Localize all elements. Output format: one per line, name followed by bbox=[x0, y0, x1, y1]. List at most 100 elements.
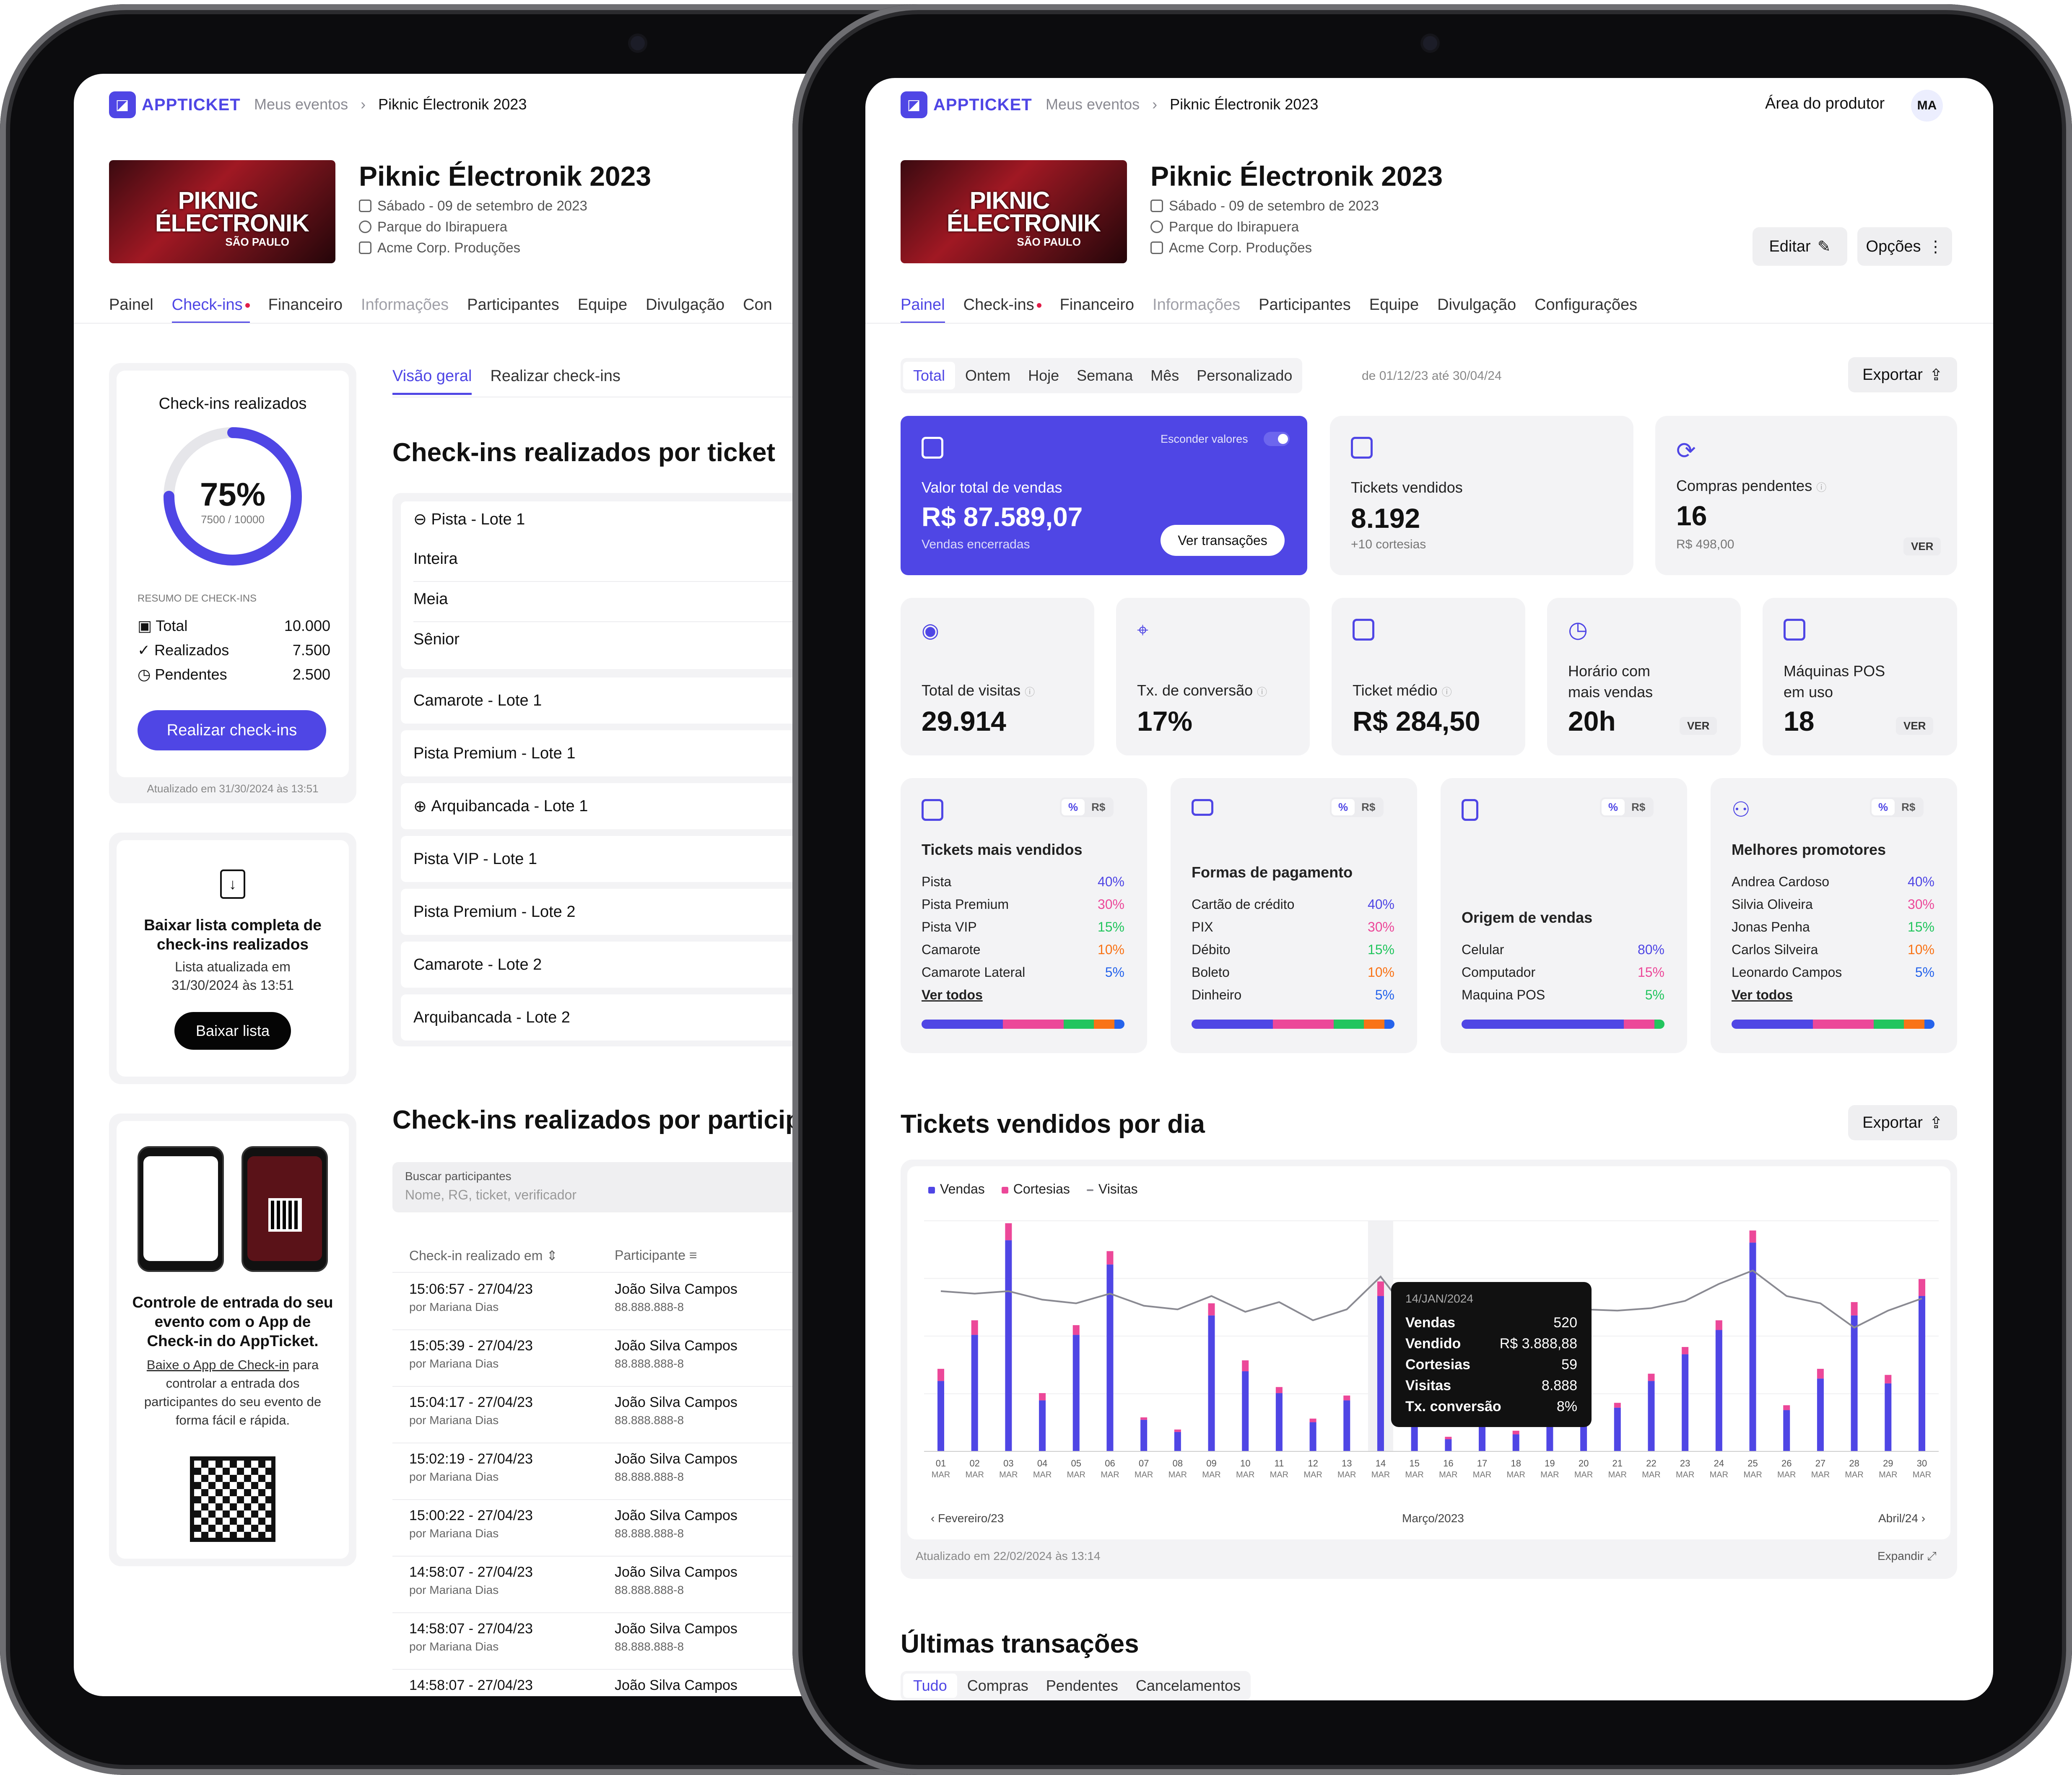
tab-all[interactable]: Tudo bbox=[903, 1674, 957, 1698]
bar-vendas[interactable] bbox=[1377, 1296, 1384, 1451]
period-custom[interactable]: Personalizado bbox=[1197, 367, 1293, 384]
tab-painel[interactable]: Painel bbox=[109, 296, 153, 314]
tab-financeiro[interactable]: Financeiro bbox=[1059, 296, 1135, 314]
tab-participantes[interactable]: Participantes bbox=[467, 296, 559, 314]
legend-cortesias[interactable]: Cortesias bbox=[1001, 1181, 1070, 1197]
bar-vendas[interactable] bbox=[1140, 1419, 1148, 1451]
avatar[interactable]: MA bbox=[1911, 90, 1943, 122]
bar-cortesias[interactable] bbox=[1309, 1418, 1316, 1422]
brl-option[interactable]: R$ bbox=[1361, 801, 1376, 813]
brand-logo[interactable]: ◪ APPTICKET bbox=[901, 91, 1032, 118]
qr-code-icon[interactable] bbox=[190, 1456, 275, 1542]
tab-equipe[interactable]: Equipe bbox=[1369, 296, 1419, 314]
pct-toggle[interactable]: % R$ bbox=[1870, 797, 1924, 817]
bar-cortesias[interactable] bbox=[1682, 1347, 1689, 1355]
tab-configuracoes[interactable]: Configurações bbox=[1535, 296, 1638, 314]
bar-vendas[interactable] bbox=[1919, 1296, 1925, 1451]
bar-cortesias[interactable] bbox=[1242, 1360, 1249, 1371]
tab-equipe[interactable]: Equipe bbox=[577, 296, 628, 314]
bar-cortesias[interactable] bbox=[1072, 1325, 1080, 1335]
do-checkins-button[interactable]: Realizar check-ins bbox=[138, 710, 326, 750]
tab-checkins[interactable]: Check-ins bbox=[963, 296, 1041, 324]
edit-button[interactable]: Editar ✎ bbox=[1753, 227, 1847, 266]
table-row[interactable]: 15:02:19 - 27/04/23 por Mariana Dias João … bbox=[392, 1443, 1059, 1500]
col-participant[interactable]: Participante ≡ bbox=[615, 1248, 697, 1263]
hide-values-toggle[interactable] bbox=[1264, 432, 1290, 446]
table-row[interactable]: 15:06:57 - 27/04/23 por Mariana Dias João … bbox=[392, 1274, 1059, 1330]
legend-vendas[interactable]: Vendas bbox=[928, 1181, 985, 1197]
bar-vendas[interactable] bbox=[1039, 1400, 1046, 1451]
bar-cortesias[interactable] bbox=[1039, 1393, 1046, 1401]
brl-option[interactable]: R$ bbox=[1631, 801, 1646, 813]
tab-configuracoes[interactable]: Con bbox=[743, 296, 772, 314]
col-checkin-time[interactable]: Check-in realizado em ⇕ bbox=[409, 1248, 558, 1263]
brand-logo[interactable]: ◪ APPTICKET bbox=[109, 91, 241, 118]
pct-option[interactable]: % bbox=[1602, 799, 1625, 815]
legend-visitas[interactable]: Visitas bbox=[1086, 1181, 1138, 1197]
period-month[interactable]: Mês bbox=[1150, 367, 1179, 384]
bar-vendas[interactable] bbox=[971, 1335, 978, 1451]
pct-option[interactable]: % bbox=[1872, 799, 1895, 815]
tab-cancellations[interactable]: Cancelamentos bbox=[1135, 1677, 1241, 1694]
bar-vendas[interactable] bbox=[1309, 1422, 1316, 1451]
bar-cortesias[interactable] bbox=[1851, 1302, 1858, 1316]
bar-vendas[interactable] bbox=[1072, 1335, 1080, 1451]
period-today[interactable]: Hoje bbox=[1028, 367, 1059, 384]
bar-vendas[interactable] bbox=[1715, 1330, 1722, 1451]
tab-informacoes[interactable]: Informações bbox=[1153, 296, 1241, 314]
bar-vendas[interactable] bbox=[1242, 1371, 1249, 1451]
bar-vendas[interactable] bbox=[1851, 1315, 1858, 1451]
bar-vendas[interactable] bbox=[1275, 1393, 1283, 1451]
brl-option[interactable]: R$ bbox=[1091, 801, 1106, 813]
bar-cortesias[interactable] bbox=[1343, 1395, 1350, 1401]
export-button[interactable]: Exportar ⇪ bbox=[1848, 357, 1957, 392]
breadcrumb-root[interactable]: Meus eventos bbox=[254, 96, 348, 113]
ticket-child[interactable]: Sênior bbox=[413, 631, 460, 648]
table-row[interactable]: 15:04:17 - 27/04/23 por Mariana Dias João … bbox=[392, 1387, 1059, 1443]
bar-vendas[interactable] bbox=[1783, 1410, 1790, 1451]
next-month-button[interactable]: Abril/24 › bbox=[1878, 1512, 1926, 1525]
bar-vendas[interactable] bbox=[1106, 1264, 1114, 1451]
peak-hour-view-button[interactable]: VER bbox=[1680, 717, 1717, 735]
bar-cortesias[interactable] bbox=[1445, 1437, 1452, 1440]
bar-cortesias[interactable] bbox=[1140, 1417, 1148, 1420]
subtab-do-checkins[interactable]: Realizar check-ins bbox=[490, 367, 621, 385]
tab-painel[interactable]: Painel bbox=[901, 296, 945, 324]
pct-option[interactable]: % bbox=[1332, 799, 1355, 815]
bar-vendas[interactable] bbox=[1512, 1434, 1519, 1451]
bar-cortesias[interactable] bbox=[1106, 1251, 1114, 1265]
bar-cortesias[interactable] bbox=[937, 1369, 944, 1381]
tab-participantes[interactable]: Participantes bbox=[1259, 296, 1351, 314]
bar-vendas[interactable] bbox=[1445, 1439, 1452, 1451]
tab-pending[interactable]: Pendentes bbox=[1046, 1677, 1118, 1694]
tab-checkins[interactable]: Check-ins bbox=[171, 296, 250, 324]
bar-cortesias[interactable] bbox=[1614, 1403, 1621, 1408]
bar-cortesias[interactable] bbox=[971, 1320, 978, 1335]
bar-cortesias[interactable] bbox=[1749, 1230, 1756, 1243]
table-row[interactable]: 15:00:22 - 27/04/23 por Mariana Dias João … bbox=[392, 1500, 1059, 1557]
tab-informacoes[interactable]: Informações bbox=[361, 296, 449, 314]
bar-cortesias[interactable] bbox=[1512, 1430, 1519, 1435]
bar-vendas[interactable] bbox=[1682, 1354, 1689, 1451]
bar-vendas[interactable] bbox=[1648, 1381, 1655, 1451]
bar-vendas[interactable] bbox=[1885, 1383, 1892, 1451]
bar-vendas[interactable] bbox=[1208, 1315, 1215, 1451]
bar-vendas[interactable] bbox=[1343, 1400, 1350, 1451]
bar-cortesias[interactable] bbox=[1783, 1405, 1790, 1410]
bar-chart[interactable]: 01MAR02MAR03MAR04MAR05MAR06MAR07MAR08MAR… bbox=[924, 1212, 1939, 1506]
breadcrumb-root[interactable]: Meus eventos bbox=[1046, 96, 1140, 113]
view-all-link[interactable]: Ver todos bbox=[1732, 987, 1793, 1002]
bar-vendas[interactable] bbox=[937, 1381, 944, 1451]
bar-cortesias[interactable] bbox=[1208, 1303, 1215, 1316]
table-row[interactable]: 15:05:39 - 27/04/23 por Mariana Dias João … bbox=[392, 1330, 1059, 1387]
tab-financeiro[interactable]: Financeiro bbox=[268, 296, 343, 314]
download-list-button[interactable]: Baixar lista bbox=[174, 1012, 291, 1050]
view-all-link[interactable]: Ver todos bbox=[922, 987, 983, 1002]
bar-vendas[interactable] bbox=[1005, 1240, 1012, 1451]
table-row[interactable]: 14:58:07 - 27/04/23 por Mariana Dias João … bbox=[392, 1613, 1059, 1670]
expand-button[interactable]: Expandir ⤢ bbox=[1877, 1549, 1937, 1562]
brl-option[interactable]: R$ bbox=[1901, 801, 1916, 813]
bar-vendas[interactable] bbox=[1749, 1243, 1756, 1451]
pct-option[interactable]: % bbox=[1062, 799, 1085, 815]
bar-cortesias[interactable] bbox=[1919, 1279, 1925, 1296]
